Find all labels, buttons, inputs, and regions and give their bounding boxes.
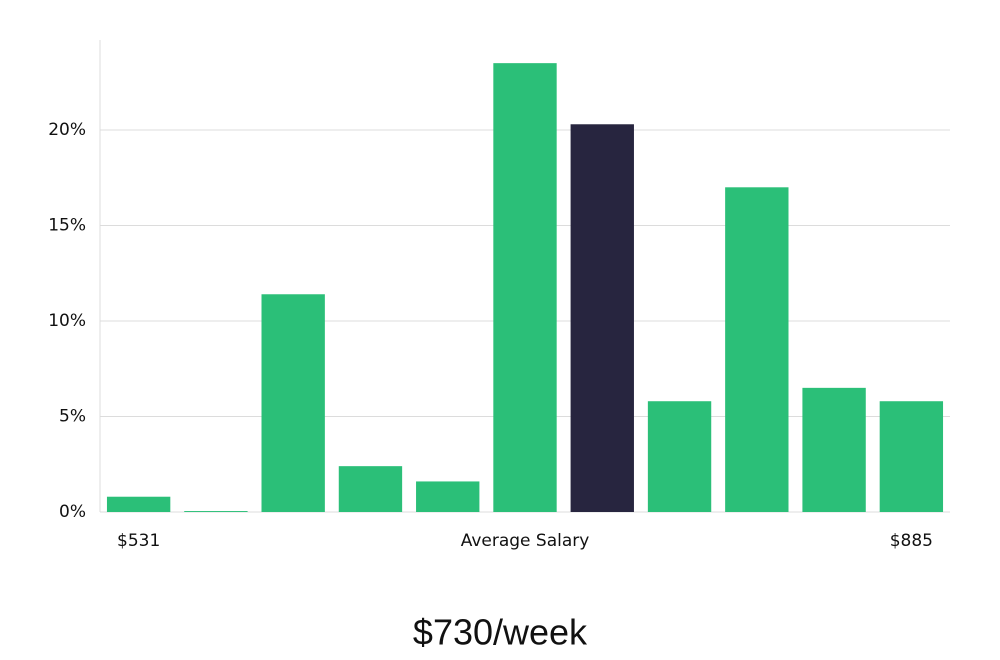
chart-title: $730/week: [413, 612, 588, 653]
bar: [725, 187, 789, 513]
x-tick-label: $531: [117, 531, 160, 551]
bar: [570, 124, 634, 513]
y-tick-label: 0%: [59, 502, 86, 522]
x-tick-label: $885: [890, 531, 933, 551]
bar: [106, 496, 171, 512]
y-tick-label: 5%: [59, 407, 86, 427]
bar: [879, 401, 944, 512]
bar: [416, 481, 480, 512]
x-axis-label: Average Salary: [461, 531, 590, 551]
bar: [261, 294, 325, 512]
bar: [647, 401, 712, 512]
bar: [184, 511, 248, 512]
bar: [493, 63, 557, 513]
y-tick-label: 10%: [48, 311, 86, 331]
bar: [338, 466, 403, 512]
y-tick-label: 15%: [48, 216, 86, 236]
y-tick-label: 20%: [48, 120, 86, 140]
bar: [802, 387, 866, 512]
